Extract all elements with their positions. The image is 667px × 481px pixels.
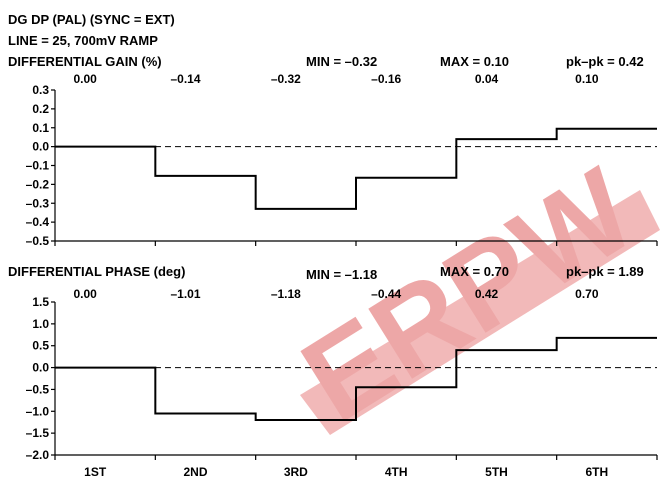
header-line-2: LINE = 25, 700mV RAMP [8,33,158,48]
dg-y-tick-label: –0.1 [26,159,50,173]
dg-max: MAX = 0.10 [440,54,509,69]
dg-step-label: 0.00 [73,72,97,86]
x-category-label: 6TH [585,465,608,479]
x-category-label: 2ND [183,465,207,479]
dg-step-label: 0.04 [475,72,499,86]
dp-step-label: –1.01 [170,287,200,301]
dp-y-tick-label: 0.0 [32,361,49,375]
dg-step-label: –0.14 [170,72,200,86]
dp-step-label: 0.70 [575,287,599,301]
watermark-logo: ERPW [280,143,660,448]
dp-y-tick-label: –0.5 [26,382,50,396]
dp-y-tick-label: –1.0 [26,404,50,418]
dp-min: MIN = –1.18 [306,267,377,282]
dg-y-tick-label: –0.2 [26,177,50,191]
dg-y-tick-label: 0.1 [32,121,49,135]
dp-step-label: –0.44 [371,287,401,301]
dg-title: DIFFERENTIAL GAIN (%) [8,54,162,69]
x-category-label: 4TH [385,465,408,479]
dp-step-label: 0.42 [475,287,499,301]
watermark-text: ERPW [280,143,657,448]
dp-title: DIFFERENTIAL PHASE (deg) [8,264,185,279]
dg-y-tick-label: 0.2 [32,102,49,116]
dp-plot-area: 1.5 1.0 0.5 0.0 –0.5 –1.0 –1.5 –2.0 0.00 –1.01 –1.… [26,287,658,479]
dp-pkpk: pk–pk = 1.89 [566,264,644,279]
header-line-1: DG DP (PAL) (SYNC = EXT) [8,12,175,27]
dp-y-tick-label: 1.0 [32,317,49,331]
dg-y-tick-label: –0.5 [26,234,50,248]
dg-y-tick-label: –0.3 [26,196,50,210]
dp-max: MAX = 0.70 [440,264,509,279]
dg-step-label: –0.16 [371,72,401,86]
dp-y-tick-label: 0.5 [32,339,49,353]
dg-y-tick-label: 0.0 [32,140,49,154]
dg-y-tick-label: –0.4 [26,215,50,229]
dg-pkpk: pk–pk = 0.42 [566,54,644,69]
x-category-label: 5TH [485,465,508,479]
dp-step-trace [55,336,657,422]
dg-step-label: –0.32 [271,72,301,86]
x-category-label: 3RD [284,465,308,479]
dp-y-tick-label: –2.0 [26,448,50,462]
dg-y-tick-label: 0.3 [32,83,49,97]
dp-step-label: –1.18 [271,287,301,301]
watermark-shape [300,190,660,435]
dp-y-tick-label: –1.5 [26,426,50,440]
dp-y-tick-label: 1.5 [32,295,49,309]
dg-step-label: 0.10 [575,72,599,86]
dg-step-trace [55,127,657,210]
x-category-label: 1ST [84,465,107,479]
dp-step-label: 0.00 [73,287,97,301]
dg-plot-area: 0.3 0.2 0.1 0.0 –0.1 –0.2 –0.3 –0.4 –0.5 0.00 –0.1… [26,72,658,248]
dg-min: MIN = –0.32 [306,54,377,69]
